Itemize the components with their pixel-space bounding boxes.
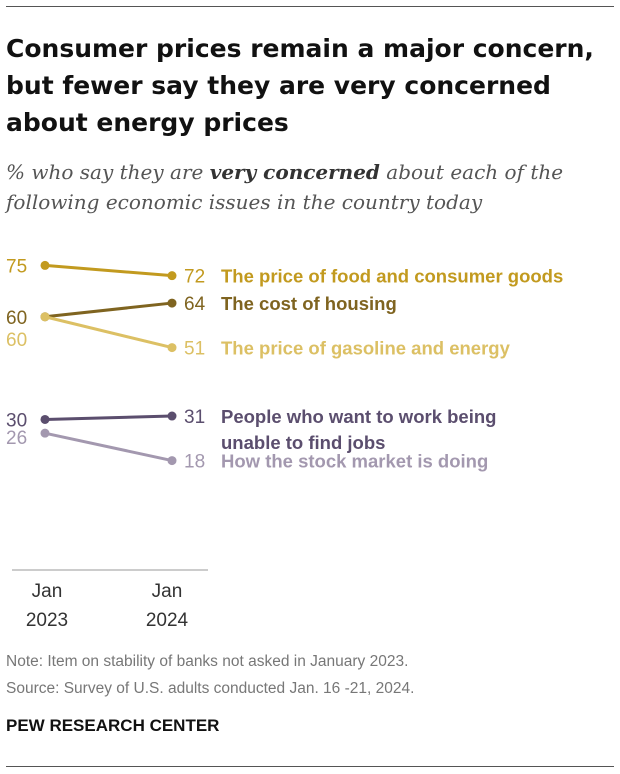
point-2023-4 bbox=[40, 414, 50, 424]
series-label-2: The cost of housing bbox=[221, 293, 397, 314]
x-tick-month-2: Jan bbox=[152, 581, 183, 602]
value-label-2023-4: 30 bbox=[6, 410, 27, 431]
point-2024-4 bbox=[167, 411, 177, 421]
value-label-2023-5: 26 bbox=[6, 428, 27, 449]
x-tick-month-1: Jan bbox=[32, 581, 63, 602]
point-2023-1 bbox=[40, 260, 50, 270]
point-2023-5 bbox=[40, 428, 50, 438]
x-tick-year-1: 2023 bbox=[26, 610, 68, 631]
series-label-1: The price of food and consumer goods bbox=[221, 266, 563, 287]
point-2024-2 bbox=[167, 298, 177, 308]
subtitle-emphasis: very concerned bbox=[209, 160, 380, 184]
chart-source: Source: Survey of U.S. adults conducted … bbox=[6, 680, 415, 697]
chart-title: Consumer prices remain a major concern, … bbox=[6, 34, 594, 137]
value-label-2023-3: 60 bbox=[6, 330, 27, 351]
series-label-3: The price of gasoline and energy bbox=[221, 338, 511, 359]
series-line-5 bbox=[43, 431, 174, 463]
point-2024-3 bbox=[167, 343, 177, 353]
value-label-2023-2: 60 bbox=[6, 308, 27, 329]
top-rule bbox=[6, 6, 614, 7]
point-2023-3 bbox=[40, 312, 50, 322]
bottom-rule bbox=[6, 766, 614, 767]
value-label-2024-5: 18 bbox=[184, 452, 205, 473]
series-line-2 bbox=[43, 301, 174, 319]
series-line-1 bbox=[43, 263, 174, 278]
series-line-3 bbox=[43, 315, 174, 350]
subtitle-prefix: % who say they are bbox=[6, 160, 210, 184]
chart-note: Note: Item on stability of banks not ask… bbox=[6, 653, 409, 670]
series-label-4-line-2: unable to find jobs bbox=[221, 432, 385, 453]
subtitle-suffix: about each of the following economic iss… bbox=[6, 160, 564, 214]
value-label-2024-2: 64 bbox=[184, 294, 206, 315]
series-label-4-line-1: People who want to work being bbox=[221, 406, 496, 427]
value-label-2024-4: 31 bbox=[184, 407, 205, 428]
series-line-4 bbox=[43, 414, 174, 421]
x-tick-year-2: 2024 bbox=[146, 610, 189, 631]
value-label-2024-1: 72 bbox=[184, 267, 205, 288]
series-label-5: How the stock market is doing bbox=[221, 451, 488, 472]
value-label-2024-3: 51 bbox=[184, 339, 205, 360]
slope-chart: 75 72 The price of food and consumer goods… bbox=[6, 256, 563, 631]
brand-logo-text: PEW RESEARCH CENTER bbox=[6, 716, 220, 735]
value-label-2023-1: 75 bbox=[6, 256, 27, 277]
point-2024-5 bbox=[167, 456, 177, 466]
point-2024-1 bbox=[167, 271, 177, 281]
chart-subtitle: % who say they are very concerned about … bbox=[6, 157, 611, 217]
